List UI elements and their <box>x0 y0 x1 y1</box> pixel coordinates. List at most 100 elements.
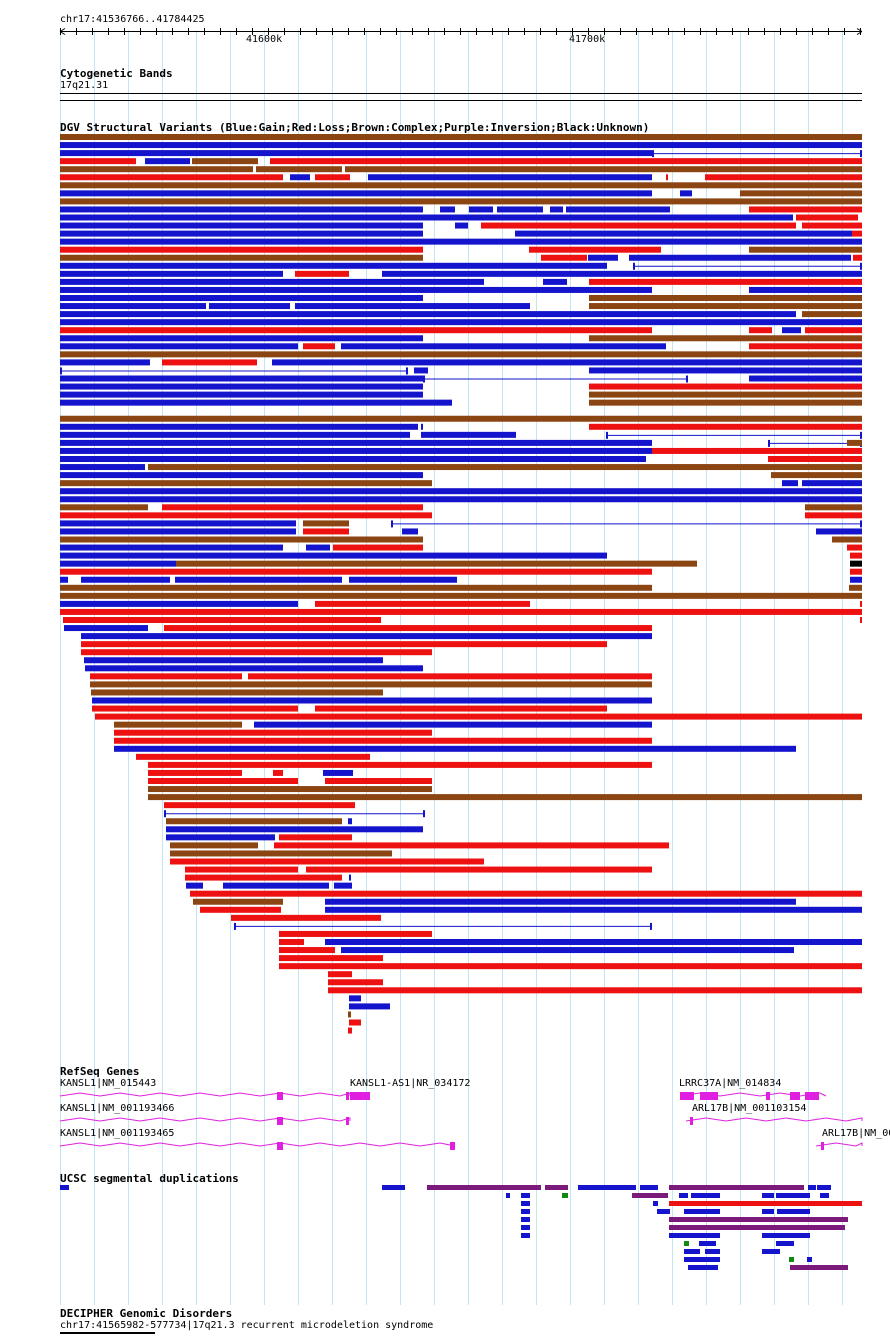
dgv-variant-bar <box>341 343 666 350</box>
dgv-variant-bar <box>740 190 862 197</box>
gene-exon <box>277 1117 283 1125</box>
gene-exon <box>700 1092 718 1100</box>
dgv-variant-block <box>391 520 393 528</box>
dgv-variant-bar <box>588 254 618 261</box>
dgv-variant-bar <box>185 866 298 873</box>
dgv-variant-bar <box>543 278 567 285</box>
dgv-track-title[interactable]: DGV Structural Variants (Blue:Gain;Red:L… <box>60 121 650 134</box>
gene-intron-line <box>59 1117 351 1122</box>
dgv-variant-bar <box>629 254 851 261</box>
dgv-variant-bar <box>805 327 862 334</box>
gene-label-kansl1-nm001193466[interactable]: KANSL1|NM_001193466 <box>60 1103 175 1114</box>
dgv-variant-bar <box>279 930 432 937</box>
dgv-variant-bar <box>60 222 423 229</box>
dgv-variant-bar <box>256 166 342 173</box>
segdup-bar <box>632 1193 668 1198</box>
dgv-variant-bar <box>60 311 796 318</box>
segdup-bar <box>382 1185 405 1190</box>
dgv-variant-bar <box>589 335 862 342</box>
decipher-item-label[interactable]: chr17:41565982-577734|17q21.3 recurrent … <box>60 1320 434 1331</box>
dgv-variant-bar <box>749 286 862 293</box>
dgv-variant-bar <box>90 673 242 680</box>
dgv-variant-bar <box>796 214 858 221</box>
segdup-bar <box>684 1209 720 1214</box>
gene-label-arl17b-nm001103154[interactable]: ARL17B|NM_001103154 <box>692 1103 807 1114</box>
dgv-variant-bar <box>175 576 342 583</box>
dgv-variant-bar <box>850 576 862 583</box>
ruler-tick-label-41600k: 41600k <box>246 34 283 45</box>
segdup-bar <box>545 1185 568 1190</box>
dgv-variant-block <box>860 150 862 158</box>
dgv-variant-bar <box>60 375 423 382</box>
gene-exon <box>346 1092 349 1100</box>
dgv-variant-bar <box>349 995 361 1002</box>
dgv-variant-bar <box>60 246 423 253</box>
dgv-variant-bar <box>164 802 355 809</box>
dgv-variant-bar <box>666 174 668 181</box>
gene-exon <box>805 1092 819 1100</box>
segdup-bar <box>762 1193 774 1198</box>
cytoband-line-bottom <box>60 100 862 101</box>
decipher-track-title[interactable]: DECIPHER Genomic Disorders <box>60 1307 233 1320</box>
dgv-variant-bar <box>270 158 862 165</box>
dgv-variant-bar <box>60 383 423 390</box>
dgv-variant-bar <box>680 190 692 197</box>
dgv-variant-bar <box>60 335 423 342</box>
segdup-bar <box>762 1249 780 1254</box>
dgv-variant-bar <box>850 552 862 559</box>
dgv-variant-block <box>164 810 166 818</box>
dgv-variant-bar <box>306 544 330 551</box>
gene-label-kansl1-as1[interactable]: KANSL1-AS1|NR_034172 <box>350 1078 471 1089</box>
dgv-variant-block <box>423 375 425 383</box>
dgv-variant-bar <box>84 657 383 664</box>
gene-label-arl17b-truncated[interactable]: ARL17B|NM_00 <box>822 1128 890 1139</box>
segdup-bar <box>691 1193 720 1198</box>
dgv-variant-bar <box>306 866 652 873</box>
dgv-variant-bar <box>402 528 418 535</box>
dgv-variant-bar <box>315 705 607 712</box>
dgv-variant-block <box>60 367 62 375</box>
dgv-variant-bar <box>279 834 352 841</box>
dgv-variant-block <box>423 810 425 818</box>
dgv-variant-bar <box>148 761 652 768</box>
refseq-track-title[interactable]: RefSeq Genes <box>60 1065 140 1078</box>
dgv-variant-bar <box>333 544 423 551</box>
dgv-variant-bar <box>185 874 342 881</box>
dgv-variant-bar <box>832 536 862 543</box>
dgv-variant-bar <box>60 472 423 479</box>
gene-label-kansl1-nm001193465[interactable]: KANSL1|NM_001193465 <box>60 1128 175 1139</box>
gene-intron-line <box>59 1092 351 1097</box>
dgv-variant-bar <box>60 238 862 245</box>
segdup-bar <box>640 1185 658 1190</box>
dgv-variant-bar <box>589 278 862 285</box>
dgv-variant-bar <box>186 882 203 889</box>
gene-label-kansl1-nm015443[interactable]: KANSL1|NM_015443 <box>60 1078 157 1089</box>
cytoband-track-title[interactable]: Cytogenetic Bands <box>60 67 173 80</box>
dgv-variant-bar <box>348 1011 351 1018</box>
dgv-variant-bar <box>60 431 410 438</box>
dgv-variant-bar <box>162 504 423 511</box>
dgv-variant-bar <box>136 753 370 760</box>
dgv-variant-bar <box>64 625 148 632</box>
dgv-variant-bar <box>231 914 381 921</box>
dgv-variant-bar <box>279 947 335 954</box>
ruler-tick-label-41700k: 41700k <box>569 34 606 45</box>
segdup-track-title[interactable]: UCSC segmental duplications <box>60 1172 239 1185</box>
segdup-bar <box>808 1185 816 1190</box>
dgv-variant-bar <box>853 254 862 261</box>
dgv-variant-bar <box>148 778 298 784</box>
dgv-variant-bar <box>60 608 862 615</box>
cytoband-line-top <box>60 93 862 94</box>
dgv-variant-bar <box>81 633 652 640</box>
dgv-variant-block <box>606 431 608 439</box>
dgv-variant-bar <box>60 278 484 285</box>
dgv-variant-bar <box>860 617 862 623</box>
dgv-variant-bar <box>566 206 670 213</box>
decipher-region-bar <box>60 1332 155 1334</box>
dgv-variant-bar <box>148 464 862 471</box>
dgv-variant-bar <box>323 769 353 776</box>
gene-label-lrrc37a[interactable]: LRRC37A|NM_014834 <box>679 1078 782 1089</box>
dgv-variant-bar <box>272 359 862 366</box>
dgv-variant-bar <box>325 906 862 913</box>
dgv-variant-bar <box>529 246 661 253</box>
